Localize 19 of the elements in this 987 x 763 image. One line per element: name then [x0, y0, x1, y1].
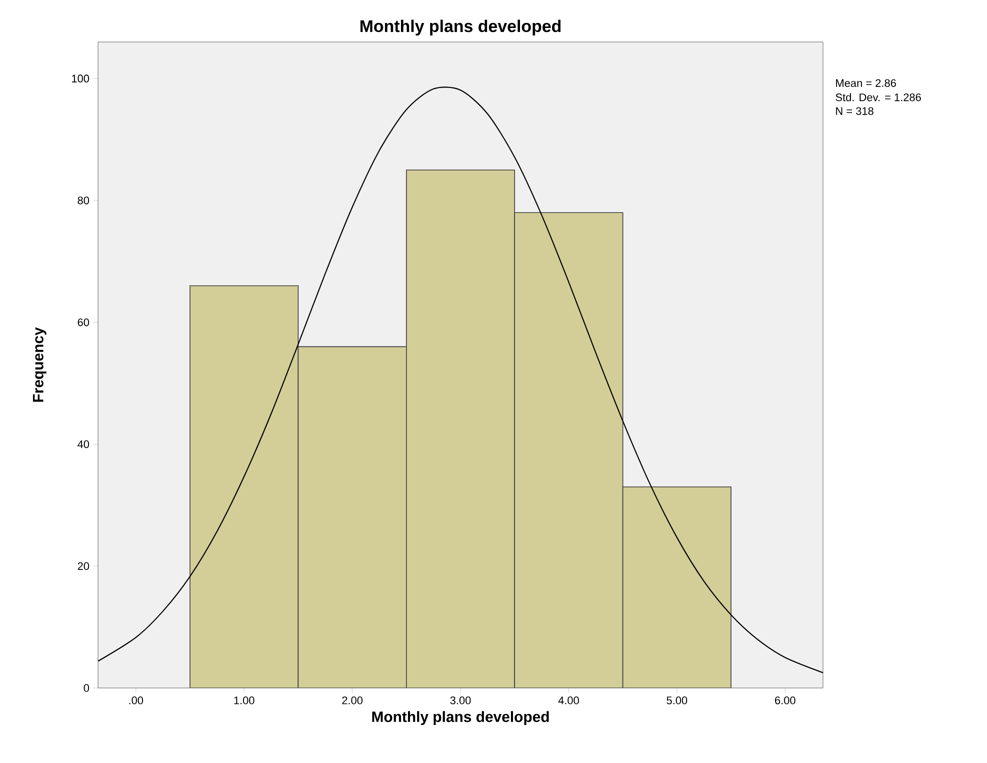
x-tick-label: .00	[129, 696, 144, 704]
y-tick-label: 60	[78, 318, 90, 326]
text: Mean = 2.86	[836, 79, 896, 87]
y-tick-label: 0	[84, 684, 90, 692]
x-tick-label: 6.00	[775, 696, 796, 704]
x-tick-label: 2.00	[342, 696, 363, 704]
y-tick-label: 40	[78, 440, 90, 448]
y-tick-label: 20	[78, 562, 90, 570]
x-tick-label: 1.00	[234, 696, 254, 704]
y-tick-label: 100	[72, 74, 90, 82]
x-tick-label: 3.00	[450, 696, 471, 704]
text: N = 318	[836, 107, 874, 115]
y-tick-label: 80	[78, 196, 90, 204]
y-axis-title: Frequency	[32, 327, 46, 402]
text: Std. Dev. = 1.286	[836, 93, 921, 102]
x-tick-label: 5.00	[666, 696, 688, 704]
x-tick-label: 4.00	[558, 696, 579, 704]
x-axis-title: Monthly plans developed	[372, 711, 549, 726]
chart-title: Monthly plans developed	[360, 20, 561, 36]
